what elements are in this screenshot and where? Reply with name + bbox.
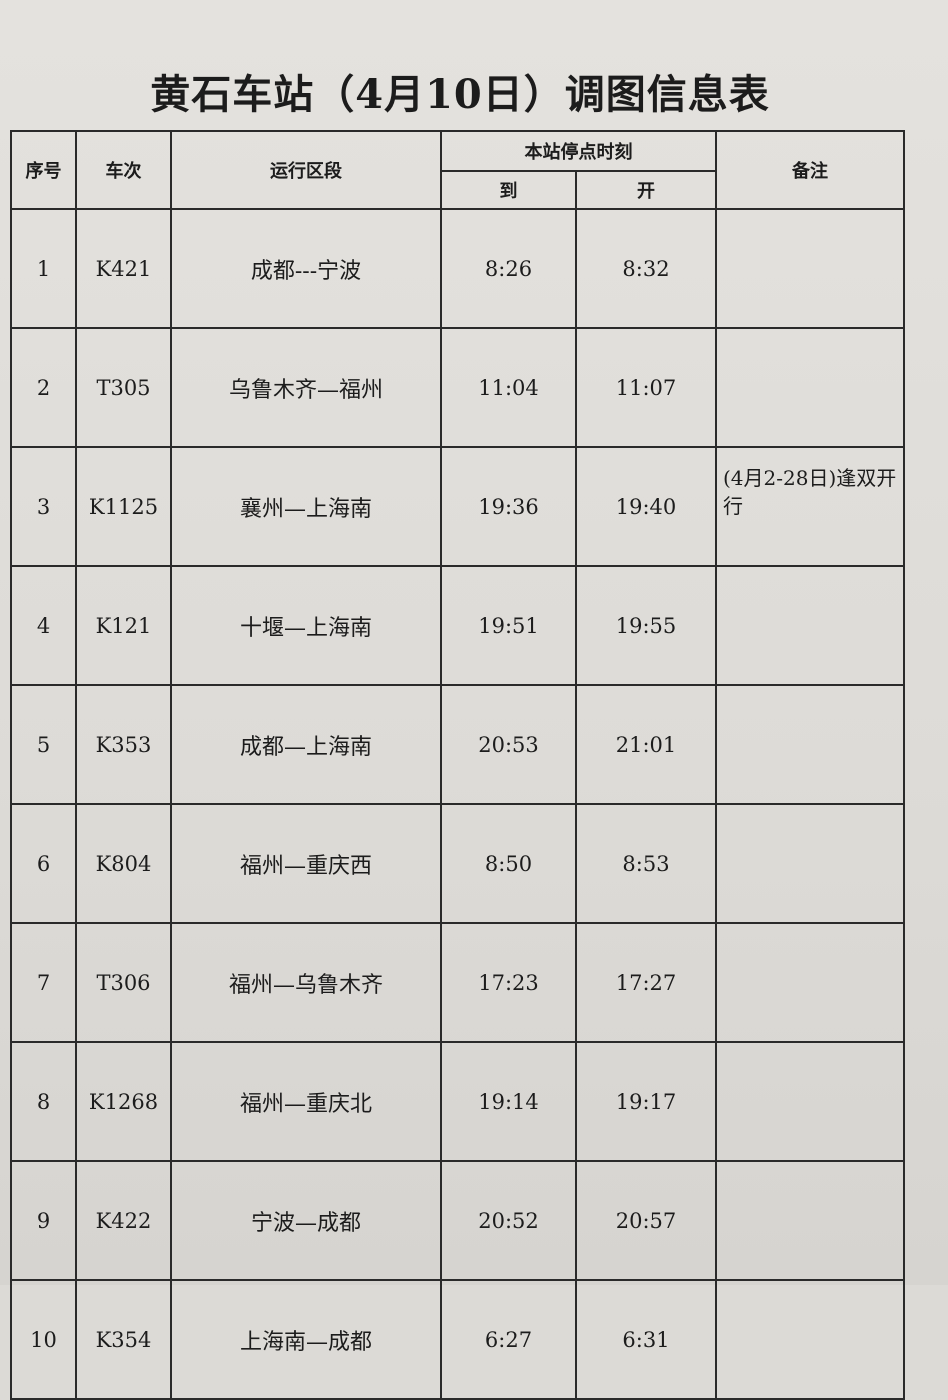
depart-cell: 6:31	[575, 1279, 717, 1400]
train-cell: T305	[75, 327, 172, 448]
table-row: 6 K804 福州—重庆西 8:50 8:53	[10, 803, 905, 924]
table-row: 4 K121 十堰—上海南 19:51 19:55	[10, 565, 905, 686]
seq-cell: 1	[10, 208, 77, 329]
header-seq: 序号	[10, 130, 77, 210]
train-cell: K422	[75, 1160, 172, 1281]
note-cell	[715, 208, 905, 329]
depart-cell: 19:17	[575, 1041, 717, 1162]
route-cell: 成都—上海南	[170, 684, 442, 805]
arrive-cell: 8:50	[440, 803, 577, 924]
page-title: 黄石车站（4月10日）调图信息表	[150, 71, 770, 118]
arrive-cell: 19:14	[440, 1041, 577, 1162]
schedule-table: 序号 车次 运行区段 本站停点时刻 备注 到 开 1 K421 成都---宁波 8:2…	[10, 130, 905, 1400]
seq-cell: 4	[10, 565, 77, 686]
note-cell	[715, 684, 905, 805]
route-cell: 十堰—上海南	[170, 565, 442, 686]
table-row: 7 T306 福州—乌鲁木齐 17:23 17:27	[10, 922, 905, 1043]
depart-cell: 19:40	[575, 446, 717, 567]
depart-cell: 20:57	[575, 1160, 717, 1281]
train-cell: K354	[75, 1279, 172, 1400]
header-note: 备注	[715, 130, 905, 210]
depart-cell: 11:07	[575, 327, 717, 448]
route-cell: 襄州—上海南	[170, 446, 442, 567]
depart-cell: 17:27	[575, 922, 717, 1043]
route-cell: 福州—重庆西	[170, 803, 442, 924]
seq-cell: 10	[10, 1279, 77, 1400]
seq-cell: 6	[10, 803, 77, 924]
note-cell	[715, 1160, 905, 1281]
note-cell	[715, 565, 905, 686]
route-cell: 上海南—成都	[170, 1279, 442, 1400]
train-cell: T306	[75, 922, 172, 1043]
table-row: 5 K353 成都—上海南 20:53 21:01	[10, 684, 905, 805]
table-row: 3 K1125 襄州—上海南 19:36 19:40 (4月2-28日)逢双开行	[10, 446, 905, 567]
train-cell: K421	[75, 208, 172, 329]
train-cell: K121	[75, 565, 172, 686]
route-cell: 宁波—成都	[170, 1160, 442, 1281]
table-row: 10 K354 上海南—成都 6:27 6:31	[10, 1279, 905, 1400]
table-row: 1 K421 成都---宁波 8:26 8:32	[10, 208, 905, 329]
arrive-cell: 8:26	[440, 208, 577, 329]
header-route: 运行区段	[170, 130, 442, 210]
table-row: 9 K422 宁波—成都 20:52 20:57	[10, 1160, 905, 1281]
note-cell	[715, 803, 905, 924]
depart-cell: 21:01	[575, 684, 717, 805]
header-train: 车次	[75, 130, 172, 210]
arrive-cell: 19:36	[440, 446, 577, 567]
table-row: 8 K1268 福州—重庆北 19:14 19:17	[10, 1041, 905, 1162]
arrive-cell: 6:27	[440, 1279, 577, 1400]
note-cell	[715, 327, 905, 448]
depart-cell: 8:32	[575, 208, 717, 329]
train-cell: K353	[75, 684, 172, 805]
header-depart: 开	[575, 170, 717, 210]
seq-cell: 9	[10, 1160, 77, 1281]
route-cell: 乌鲁木齐—福州	[170, 327, 442, 448]
route-cell: 福州—乌鲁木齐	[170, 922, 442, 1043]
seq-cell: 5	[10, 684, 77, 805]
note-cell	[715, 922, 905, 1043]
train-cell: K1268	[75, 1041, 172, 1162]
seq-cell: 2	[10, 327, 77, 448]
arrive-cell: 17:23	[440, 922, 577, 1043]
depart-cell: 19:55	[575, 565, 717, 686]
note-cell	[715, 1279, 905, 1400]
arrive-cell: 19:51	[440, 565, 577, 686]
header-stop-time: 本站停点时刻	[440, 130, 717, 172]
train-cell: K804	[75, 803, 172, 924]
seq-cell: 7	[10, 922, 77, 1043]
table-row: 2 T305 乌鲁木齐—福州 11:04 11:07	[10, 327, 905, 448]
depart-cell: 8:53	[575, 803, 717, 924]
seq-cell: 8	[10, 1041, 77, 1162]
header-arrive: 到	[440, 170, 577, 210]
arrive-cell: 20:53	[440, 684, 577, 805]
route-cell: 成都---宁波	[170, 208, 442, 329]
train-cell: K1125	[75, 446, 172, 567]
seq-cell: 3	[10, 446, 77, 567]
arrive-cell: 11:04	[440, 327, 577, 448]
note-cell: (4月2-28日)逢双开行	[715, 446, 905, 567]
note-cell	[715, 1041, 905, 1162]
route-cell: 福州—重庆北	[170, 1041, 442, 1162]
arrive-cell: 20:52	[440, 1160, 577, 1281]
